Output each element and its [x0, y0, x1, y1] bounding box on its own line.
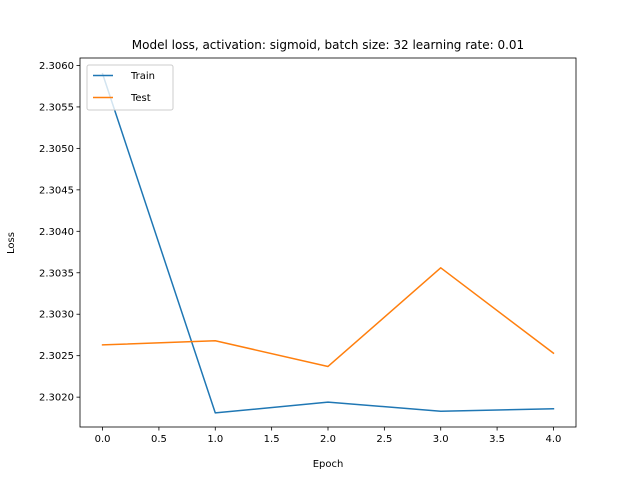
y-tick-label: 2.3020: [39, 393, 74, 404]
x-tick-label: 3.5: [489, 434, 505, 445]
legend-label-test: Test: [130, 93, 151, 104]
x-axis: 0.0 0.5 1.0 1.5 2.0 2.5 3.0 3.5 4.0: [95, 427, 562, 445]
x-tick-label: 0.0: [95, 434, 111, 445]
series-line-train: [101, 72, 555, 414]
y-tick-label: 2.3055: [39, 102, 74, 113]
x-tick-label: 2.0: [320, 434, 336, 445]
x-tick-label: 3.0: [433, 434, 449, 445]
y-axis-title: Loss: [6, 232, 17, 254]
plot-background: [80, 58, 576, 427]
x-tick-label: 0.5: [151, 434, 167, 445]
legend-frame: [86, 64, 174, 111]
x-tick-label: 4.0: [546, 434, 562, 445]
y-tick-label: 2.3045: [39, 185, 74, 196]
series-layer: [101, 72, 555, 414]
x-tick-label: 1.0: [207, 434, 223, 445]
series-line-test: [101, 267, 555, 368]
y-axis: 2.3020 2.3025 2.3030 2.3035 2.3040 2.3045 2.30…: [39, 61, 80, 404]
y-tick-label: 2.3035: [39, 268, 74, 279]
y-tick-label: 2.3050: [39, 144, 74, 155]
y-tick-label: 2.3060: [39, 61, 74, 72]
y-tick-label: 2.3040: [39, 227, 74, 238]
plot-area: [80, 58, 576, 427]
x-tick-label: 2.5: [376, 434, 392, 445]
legend: Train Test: [86, 64, 174, 111]
x-tick-label: 1.5: [264, 434, 280, 445]
plot-frame: [79, 57, 577, 428]
y-tick-label: 2.3025: [39, 351, 74, 362]
legend-label-train: Train: [130, 71, 155, 82]
chart-title: Model loss, activation: sigmoid, batch s…: [132, 38, 524, 52]
x-axis-title: Epoch: [313, 459, 344, 470]
y-tick-label: 2.3030: [39, 310, 74, 321]
